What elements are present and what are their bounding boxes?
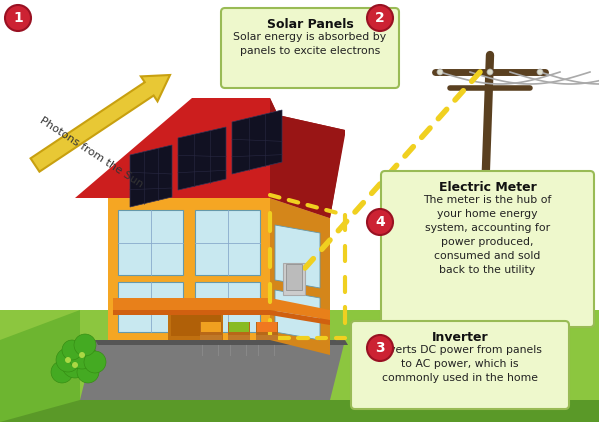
Circle shape <box>62 352 88 378</box>
Bar <box>257 322 277 332</box>
Polygon shape <box>270 115 345 218</box>
Circle shape <box>537 69 543 75</box>
Bar <box>168 298 223 340</box>
Bar <box>256 335 278 340</box>
Text: 3: 3 <box>375 341 385 355</box>
Polygon shape <box>130 145 172 207</box>
Circle shape <box>68 341 96 369</box>
Polygon shape <box>275 290 320 340</box>
Text: 1: 1 <box>13 11 23 25</box>
Bar <box>171 298 221 336</box>
Circle shape <box>72 362 78 368</box>
Bar <box>200 335 222 340</box>
Bar <box>200 322 222 340</box>
Bar <box>229 322 249 332</box>
Bar <box>195 210 260 275</box>
Circle shape <box>367 5 393 31</box>
Text: Inverts DC power from panels
to AC power, which is
commonly used in the home: Inverts DC power from panels to AC power… <box>379 345 541 383</box>
Polygon shape <box>270 98 345 218</box>
Polygon shape <box>113 298 330 320</box>
Circle shape <box>367 209 393 235</box>
Polygon shape <box>113 310 330 325</box>
Circle shape <box>51 361 73 383</box>
Polygon shape <box>80 340 345 400</box>
Circle shape <box>84 351 106 373</box>
Text: Solar energy is absorbed by
panels to excite electrons: Solar energy is absorbed by panels to ex… <box>234 32 386 56</box>
Polygon shape <box>178 127 226 190</box>
Polygon shape <box>0 310 599 422</box>
Circle shape <box>56 348 80 372</box>
FancyBboxPatch shape <box>221 8 399 88</box>
FancyBboxPatch shape <box>381 171 594 327</box>
Polygon shape <box>0 400 599 422</box>
Circle shape <box>77 361 99 383</box>
Text: Inverter: Inverter <box>432 331 488 344</box>
Polygon shape <box>95 340 348 345</box>
FancyBboxPatch shape <box>351 321 569 409</box>
Polygon shape <box>270 198 330 355</box>
Bar <box>228 322 250 340</box>
Circle shape <box>65 357 71 363</box>
Bar <box>283 263 305 295</box>
Text: 4: 4 <box>375 215 385 229</box>
Circle shape <box>74 334 96 356</box>
Text: Electric Meter: Electric Meter <box>438 181 536 194</box>
Circle shape <box>79 352 85 358</box>
Circle shape <box>437 69 443 75</box>
Bar <box>195 282 260 332</box>
Bar <box>228 335 250 340</box>
Bar <box>201 322 221 332</box>
Polygon shape <box>108 198 270 340</box>
Polygon shape <box>0 310 80 422</box>
Text: Solar Panels: Solar Panels <box>267 18 353 31</box>
Circle shape <box>5 5 31 31</box>
Polygon shape <box>75 98 278 198</box>
Bar <box>256 322 278 340</box>
Polygon shape <box>232 110 282 174</box>
Bar <box>118 282 183 332</box>
Text: Photons from the Sun: Photons from the Sun <box>38 115 145 189</box>
Circle shape <box>367 335 393 361</box>
FancyArrow shape <box>31 75 170 172</box>
Circle shape <box>487 69 493 75</box>
Circle shape <box>62 340 82 360</box>
Text: 2: 2 <box>375 11 385 25</box>
Bar <box>286 264 302 290</box>
Polygon shape <box>275 225 320 288</box>
Bar <box>118 210 183 275</box>
Text: The meter is the hub of
your home energy
system, accounting for
power produced,
: The meter is the hub of your home energy… <box>423 195 552 275</box>
